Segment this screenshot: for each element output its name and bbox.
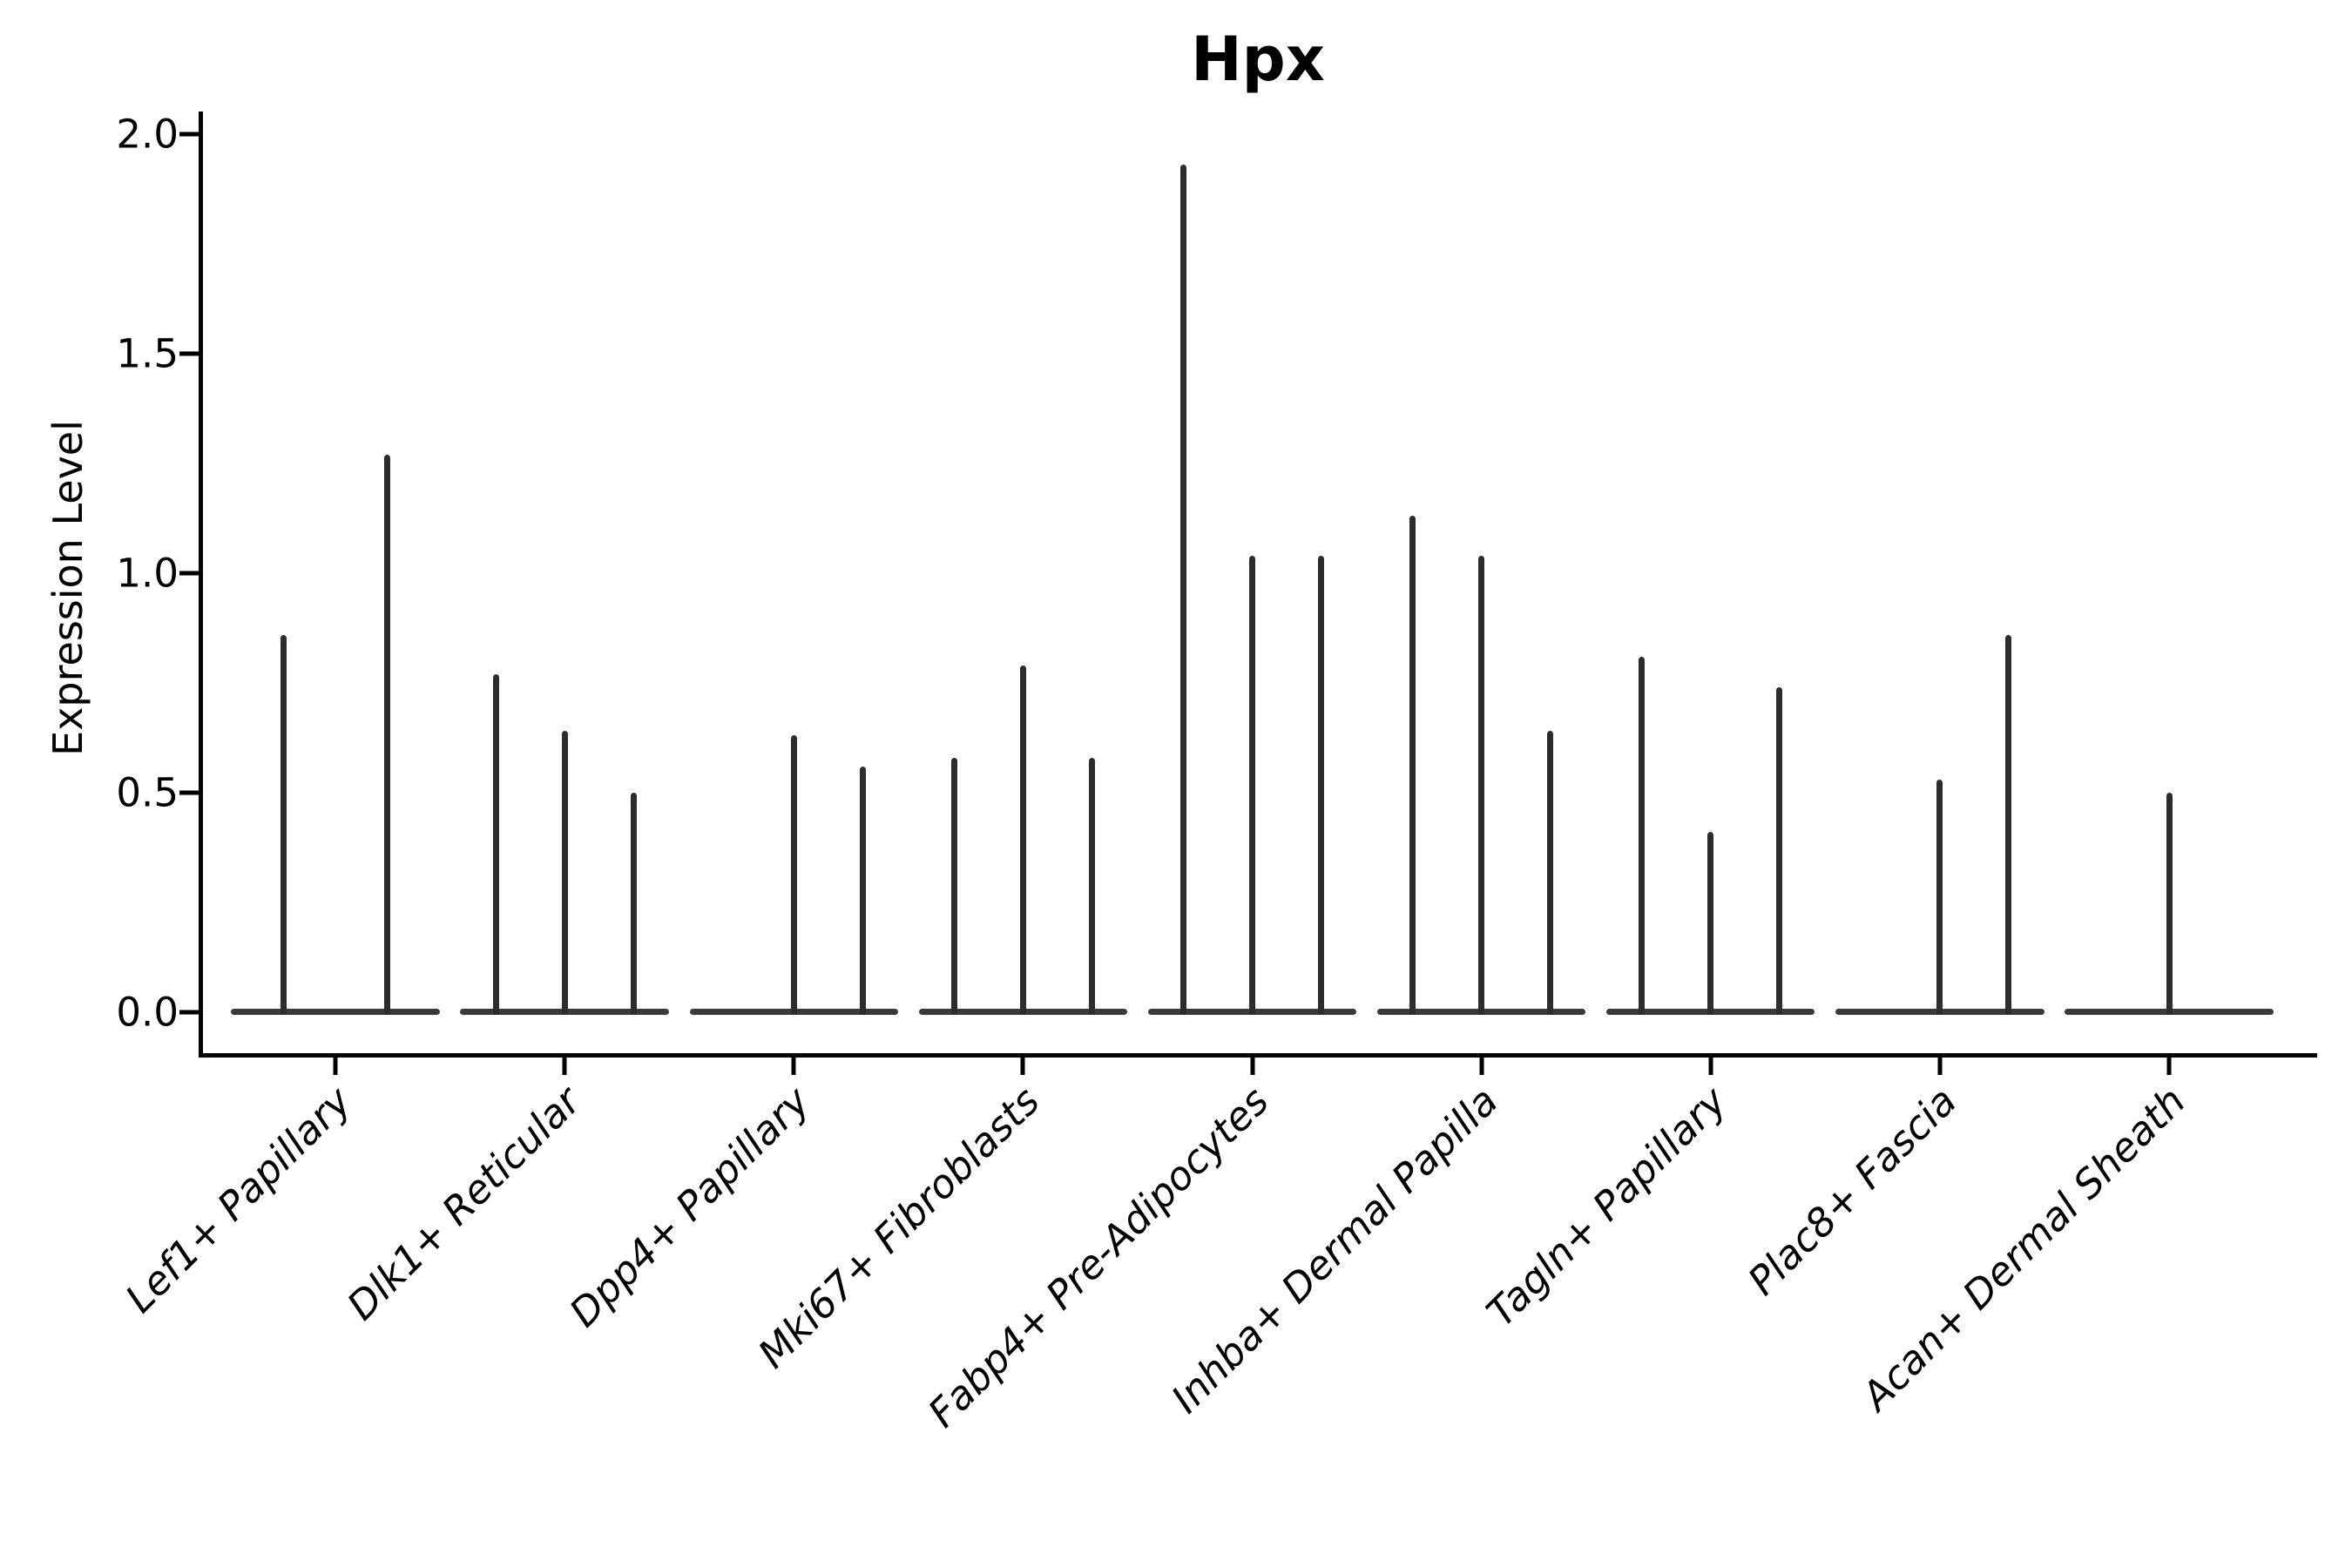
x-tick-label-text: Tagln+ Papillary <box>1477 1078 1736 1336</box>
x-tick-label-text: Lef1+ Papillary <box>116 1078 361 1322</box>
violin-spike <box>859 766 866 1015</box>
x-tick-mark <box>2166 1054 2172 1075</box>
x-tick-label-text: Plac8+ Fascia <box>1738 1078 1965 1305</box>
x-tick-label-text: Dlk1+ Reticular <box>338 1078 590 1329</box>
y-tick-mark <box>179 132 200 137</box>
y-tick-mark <box>179 790 200 795</box>
violin-spike <box>2005 634 2012 1015</box>
x-tick-mark <box>1250 1054 1254 1075</box>
x-tick-mark <box>333 1054 338 1075</box>
violin-spike <box>1249 555 1255 1015</box>
y-tick-label: 0.5 <box>116 769 179 816</box>
violin-spike <box>1019 665 1026 1015</box>
y-tick-label: 0.0 <box>116 989 179 1036</box>
violin-spike <box>1776 687 1783 1015</box>
violin-spike <box>1547 731 1554 1015</box>
x-tick-mark <box>562 1054 567 1075</box>
violin-spike <box>790 735 797 1015</box>
violin-spike <box>1639 656 1646 1015</box>
chart-title: Hpx <box>1191 24 1325 95</box>
x-tick-mark <box>1937 1054 1943 1075</box>
violin-spike <box>561 731 568 1015</box>
violin-spike <box>1409 516 1416 1015</box>
y-tick-mark <box>179 351 200 356</box>
x-tick-mark <box>791 1054 796 1075</box>
violin-spike <box>1936 779 1943 1015</box>
violin-spike <box>1478 555 1485 1015</box>
violin-spike <box>950 757 957 1015</box>
violin-baseline <box>231 1009 440 1015</box>
y-tick-label: 1.5 <box>116 330 179 377</box>
x-tick-mark <box>1479 1054 1484 1075</box>
y-tick-label: 2.0 <box>116 111 179 158</box>
y-axis-spine <box>199 112 203 1058</box>
y-tick-mark <box>179 571 200 576</box>
violin-spike <box>280 634 287 1015</box>
violin-spike <box>384 454 391 1015</box>
y-tick-mark <box>179 1010 200 1015</box>
violin-spike <box>1180 165 1187 1015</box>
violin-spike <box>1088 757 1095 1015</box>
y-tick-label: 1.0 <box>116 550 179 597</box>
violin-spike <box>2166 793 2173 1015</box>
x-tick-mark <box>1020 1054 1025 1075</box>
violin-spike <box>1317 555 1324 1015</box>
y-axis-label-text: Expression Level <box>44 420 91 756</box>
x-tick-mark <box>1708 1054 1713 1075</box>
violin-spike <box>630 793 637 1015</box>
violin-spike <box>492 673 499 1015</box>
x-tick-label-text: Dpp4+ Papillary <box>560 1078 820 1336</box>
x-axis-spine <box>199 1053 2317 1058</box>
violin-spike <box>1707 832 1714 1015</box>
